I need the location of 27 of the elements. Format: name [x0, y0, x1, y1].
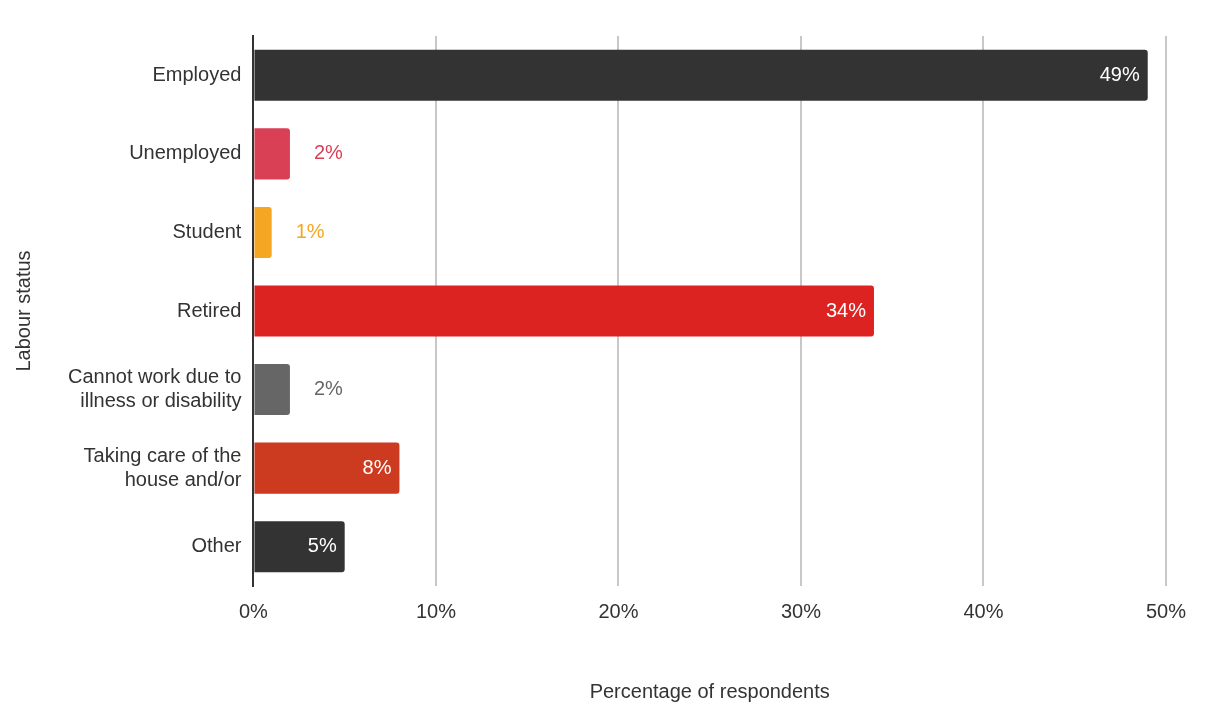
- x-tick-label: 0%: [238, 599, 269, 622]
- bar: [254, 128, 290, 180]
- y-tick-label: Retired: [176, 298, 242, 321]
- x-axis-title: Percentage of respondents: [589, 679, 830, 702]
- bar: [254, 442, 400, 494]
- x-tick-label: 30%: [780, 599, 822, 622]
- bar: [254, 285, 874, 337]
- bar: [254, 364, 290, 416]
- y-tick-label: Cannot work due to illness or disability: [68, 365, 242, 412]
- y-tick-label: Employed: [152, 62, 242, 85]
- bar: [254, 206, 272, 258]
- data-label: 34%: [825, 298, 867, 321]
- y-axis-title: Labour status: [11, 250, 34, 372]
- data-label: 2%: [313, 377, 344, 400]
- data-label: 1%: [295, 219, 325, 242]
- data-label: 49%: [1099, 62, 1140, 85]
- data-label: 8%: [362, 455, 392, 478]
- x-tick-label: 10%: [415, 599, 457, 622]
- y-tick-label: Taking care of the house and/or: [83, 443, 242, 490]
- y-tick-label: Unemployed: [129, 141, 242, 164]
- data-label: 2%: [313, 141, 344, 164]
- y-tick-label: Student: [172, 219, 242, 242]
- x-tick-label: 20%: [598, 599, 639, 622]
- data-label: 5%: [307, 534, 337, 557]
- x-tick-label: 40%: [963, 599, 1004, 622]
- x-tick-label: 50%: [1145, 599, 1187, 622]
- y-tick-label: Other: [191, 534, 242, 557]
